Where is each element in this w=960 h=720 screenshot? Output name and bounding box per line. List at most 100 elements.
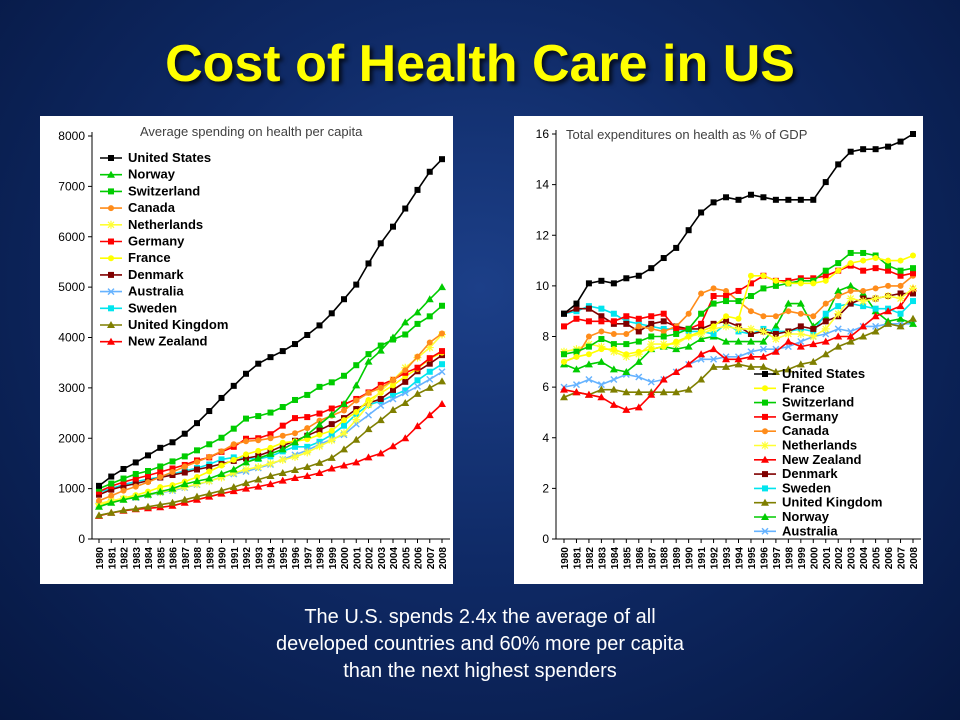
- data-point: [834, 286, 843, 294]
- data-point: [610, 376, 618, 384]
- data-point: [377, 240, 384, 247]
- legend-marker: [108, 255, 114, 262]
- legend-marker: [107, 170, 115, 178]
- data-point: [797, 323, 804, 330]
- x-tick-label: 2007: [897, 547, 908, 570]
- data-point: [180, 483, 189, 492]
- data-point: [353, 409, 360, 416]
- data-point: [710, 293, 717, 299]
- data-point: [859, 297, 868, 306]
- data-point: [316, 322, 323, 329]
- x-tick-label: 2007: [426, 547, 437, 570]
- data-point: [885, 143, 892, 150]
- data-point: [267, 444, 274, 451]
- data-point: [910, 252, 916, 259]
- legend-label: United Kingdom: [782, 495, 882, 510]
- legend-label: New Zealand: [128, 334, 208, 349]
- gdp-share-chart: Total expenditures on health as % of GDP…: [536, 127, 921, 570]
- data-point: [723, 194, 730, 201]
- data-point: [206, 468, 213, 475]
- data-point: [304, 331, 311, 338]
- caption-line: The U.S. spends 2.4x the average of all: [304, 606, 656, 628]
- x-tick-label: 2002: [365, 547, 376, 570]
- data-point: [401, 318, 410, 326]
- data-point: [722, 337, 731, 345]
- legend-label: Sweden: [128, 300, 177, 315]
- data-point: [205, 489, 214, 497]
- data-point: [389, 395, 397, 403]
- data-point: [315, 442, 324, 451]
- data-point: [784, 365, 793, 373]
- data-point: [181, 469, 188, 476]
- data-point: [897, 267, 904, 274]
- data-point: [734, 355, 743, 363]
- data-point: [206, 408, 213, 415]
- data-point: [242, 465, 250, 474]
- data-point: [772, 313, 779, 320]
- data-point: [193, 477, 201, 485]
- data-point: [634, 403, 643, 411]
- data-point: [660, 255, 667, 262]
- data-point: [585, 376, 593, 384]
- data-point: [229, 465, 238, 473]
- data-point: [573, 305, 580, 312]
- data-point: [414, 364, 421, 371]
- legend-marker: [107, 321, 115, 328]
- data-point: [157, 469, 164, 476]
- data-point: [230, 382, 237, 389]
- data-point: [390, 386, 396, 393]
- y-tick-label: 2000: [58, 431, 85, 445]
- x-tick-label: 1990: [218, 547, 229, 570]
- data-point: [834, 332, 843, 340]
- data-point: [218, 448, 225, 455]
- x-tick-label: 1989: [672, 547, 683, 570]
- data-point: [157, 463, 164, 470]
- data-point: [835, 267, 842, 274]
- data-point: [206, 453, 213, 460]
- data-point: [810, 280, 817, 287]
- data-point: [389, 406, 397, 414]
- data-point: [648, 333, 655, 340]
- data-point: [784, 337, 793, 345]
- data-point: [759, 337, 768, 345]
- x-tick-label: 1984: [144, 547, 155, 570]
- data-point: [316, 410, 323, 417]
- data-point: [585, 333, 592, 340]
- data-point: [648, 313, 655, 320]
- data-point: [230, 456, 237, 463]
- data-point: [734, 360, 743, 368]
- data-point: [746, 337, 755, 345]
- data-point: [809, 332, 818, 341]
- data-point: [796, 360, 805, 368]
- data-point: [685, 227, 692, 234]
- data-point: [439, 361, 445, 368]
- data-point: [597, 357, 606, 365]
- data-point: [860, 146, 867, 153]
- data-point: [365, 411, 372, 419]
- x-tick-label: 1999: [328, 547, 339, 570]
- data-point: [735, 287, 742, 294]
- data-point: [648, 320, 655, 327]
- data-point: [194, 458, 200, 465]
- data-point: [120, 483, 127, 490]
- data-point: [697, 355, 705, 363]
- data-point: [242, 484, 250, 492]
- data-point: [759, 345, 767, 353]
- x-tick-label: 1982: [120, 547, 131, 570]
- data-point: [107, 508, 116, 516]
- data-point: [327, 410, 336, 418]
- legend-label: Switzerland: [782, 395, 854, 410]
- data-point: [622, 388, 631, 396]
- data-point: [279, 348, 286, 355]
- legend-marker: [762, 385, 768, 392]
- data-point: [132, 471, 139, 478]
- data-point: [835, 161, 842, 168]
- x-tick-label: 2000: [340, 547, 351, 570]
- data-point: [585, 280, 592, 287]
- data-point: [785, 280, 792, 287]
- data-point: [634, 357, 643, 365]
- data-point: [255, 360, 262, 367]
- data-point: [291, 474, 299, 482]
- y-tick-label: 6000: [58, 230, 85, 244]
- data-point: [910, 290, 916, 297]
